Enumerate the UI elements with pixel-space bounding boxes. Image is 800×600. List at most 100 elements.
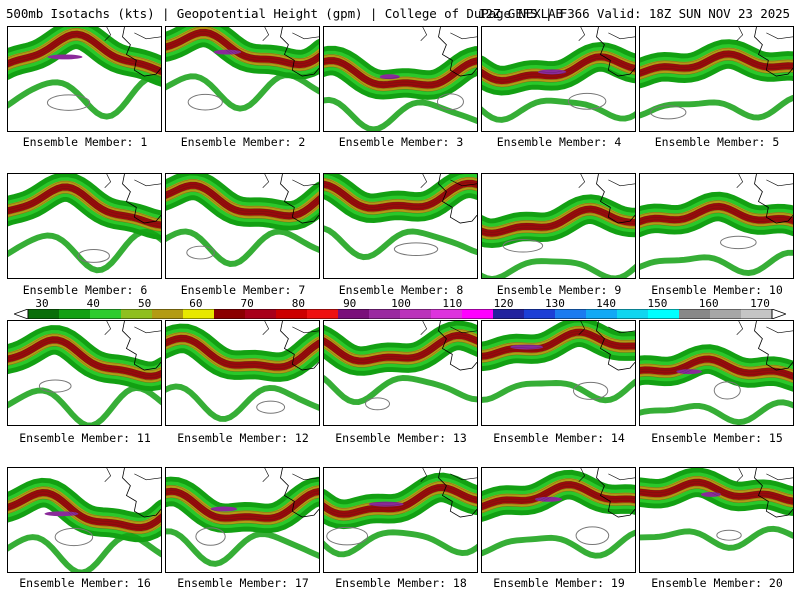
height-contour bbox=[324, 491, 477, 519]
isotach-map bbox=[482, 321, 635, 404]
height-contour bbox=[8, 33, 161, 71]
colorbar-swatch bbox=[369, 309, 401, 319]
colorbar-swatch bbox=[400, 309, 432, 319]
ensemble-member-label: Ensemble Member: 20 bbox=[651, 576, 783, 590]
geopotential-contour bbox=[186, 245, 215, 260]
height-contour bbox=[166, 31, 319, 64]
height-contour bbox=[482, 478, 635, 501]
colorbar-tick-label: 80 bbox=[291, 297, 306, 310]
height-contour bbox=[324, 57, 477, 82]
coastline bbox=[438, 468, 477, 518]
secondary-jet bbox=[324, 374, 477, 405]
jet-core bbox=[8, 336, 161, 380]
border-line bbox=[736, 27, 793, 41]
height-contour bbox=[8, 491, 161, 527]
height-contour bbox=[640, 360, 793, 378]
geopotential-contour bbox=[716, 529, 742, 541]
colorbar-tick-label: 160 bbox=[698, 297, 719, 310]
geopotential-contour bbox=[650, 105, 687, 120]
border-line bbox=[104, 27, 161, 41]
height-contour bbox=[482, 58, 635, 83]
map-header: 500mb Isotachs (kts) | Geopotential Heig… bbox=[6, 6, 794, 22]
ensemble-member-label: Ensemble Member: 18 bbox=[335, 576, 467, 590]
height-contour bbox=[324, 179, 477, 205]
colorbar-swatch bbox=[710, 309, 742, 319]
jet-core bbox=[166, 487, 319, 522]
ensemble-member-panel bbox=[639, 320, 794, 426]
ensemble-member-label: Ensemble Member: 1 bbox=[22, 135, 148, 149]
geopotential-contour bbox=[502, 239, 544, 253]
height-contour bbox=[166, 184, 319, 216]
ensemble-member-panel bbox=[639, 173, 794, 279]
geopotential-contour bbox=[256, 400, 286, 414]
height-contour bbox=[166, 497, 319, 525]
ensemble-member-label: Ensemble Member: 12 bbox=[177, 431, 309, 445]
ensemble-member-panel bbox=[323, 173, 478, 279]
isotach-map bbox=[8, 468, 161, 572]
height-contour bbox=[166, 27, 319, 59]
height-contour bbox=[324, 339, 477, 366]
colorbar-swatch bbox=[214, 309, 246, 319]
secondary-jet bbox=[8, 228, 161, 274]
jet-core bbox=[166, 29, 319, 69]
jet-core bbox=[640, 50, 793, 77]
geopotential-contour bbox=[365, 397, 391, 411]
ensemble-member-panel bbox=[323, 467, 478, 573]
border-line bbox=[104, 321, 161, 335]
jet-max-core bbox=[510, 344, 544, 350]
geopotential-contour bbox=[38, 379, 72, 393]
border-line bbox=[420, 468, 477, 482]
coastline bbox=[438, 174, 477, 224]
height-contour bbox=[482, 481, 635, 504]
secondary-jet bbox=[8, 74, 161, 120]
coastline bbox=[596, 174, 635, 224]
ensemble-member-panel bbox=[639, 467, 794, 573]
height-contour bbox=[482, 60, 635, 85]
colorbar-swatch bbox=[90, 309, 122, 319]
geopotential-contour bbox=[195, 527, 226, 546]
ensemble-member-panel bbox=[481, 173, 636, 279]
coastline bbox=[122, 468, 161, 518]
secondary-jet bbox=[166, 228, 319, 267]
ensemble-member-panel bbox=[7, 26, 162, 132]
colorbar-swatch bbox=[338, 309, 370, 319]
height-contour bbox=[640, 481, 793, 501]
coastline bbox=[596, 468, 635, 518]
secondary-jet bbox=[482, 97, 635, 123]
height-contour bbox=[640, 200, 793, 216]
ensemble-member-panel bbox=[165, 320, 320, 426]
isotach-map bbox=[166, 174, 319, 267]
height-contour bbox=[8, 333, 161, 371]
geopotential-contour bbox=[77, 249, 110, 263]
isotach-map bbox=[324, 468, 477, 558]
ensemble-member-panel bbox=[481, 467, 636, 573]
isotach-map bbox=[482, 27, 635, 123]
height-contour bbox=[482, 328, 635, 354]
height-contour bbox=[324, 64, 477, 90]
secondary-jet bbox=[482, 258, 635, 278]
height-contour bbox=[8, 38, 161, 76]
jet-core bbox=[482, 328, 635, 360]
height-contour bbox=[324, 187, 477, 213]
height-contour bbox=[324, 486, 477, 514]
coastline bbox=[596, 321, 635, 371]
height-contour bbox=[166, 186, 319, 218]
height-contour bbox=[324, 336, 477, 363]
coastline bbox=[122, 27, 161, 77]
height-contour bbox=[324, 184, 477, 210]
height-contour bbox=[640, 483, 793, 503]
coastline bbox=[596, 27, 635, 77]
height-contour bbox=[640, 47, 793, 68]
height-contour bbox=[482, 203, 635, 228]
colorbar-tick-label: 140 bbox=[596, 297, 617, 310]
jet-core bbox=[324, 331, 477, 365]
ensemble-member-label: Ensemble Member: 17 bbox=[177, 576, 309, 590]
colorbar-swatch bbox=[648, 309, 680, 319]
height-contour bbox=[482, 55, 635, 80]
colorbar-right-arrow bbox=[771, 309, 786, 319]
height-contour bbox=[166, 339, 319, 369]
geopotential-contour bbox=[567, 92, 607, 110]
ensemble-member-label: Ensemble Member: 14 bbox=[493, 431, 625, 445]
border-line bbox=[736, 321, 793, 335]
secondary-jet bbox=[8, 533, 161, 572]
